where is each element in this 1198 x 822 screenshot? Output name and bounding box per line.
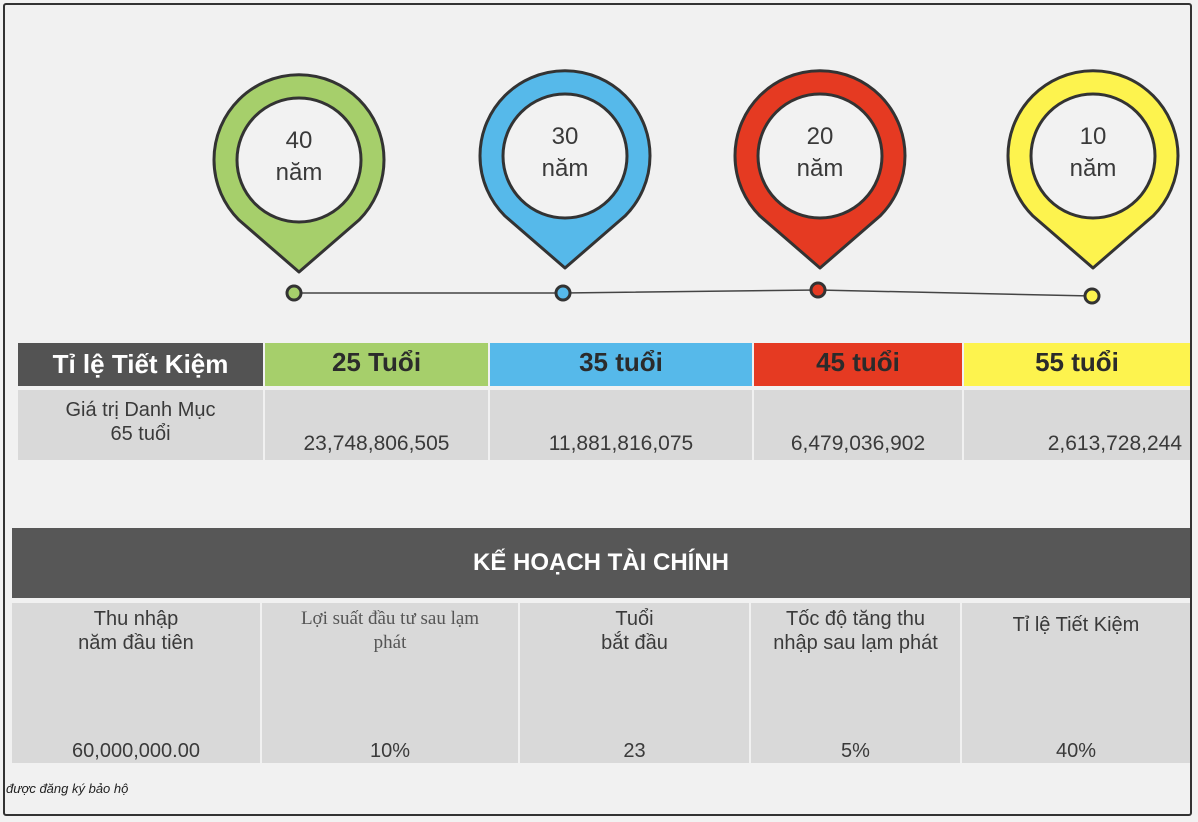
plan-value-return: 10% bbox=[369, 740, 411, 762]
portfolio-value-45: 6,479,036,902 bbox=[754, 390, 962, 460]
plan-col-income: Thu nhập năm đầu tiên 60,000,000.00 bbox=[12, 603, 260, 763]
pin-label-4: 10 năm bbox=[1069, 123, 1117, 182]
age-header-25: 25 Tuổi bbox=[265, 343, 488, 386]
timeline-dot-3 bbox=[809, 281, 827, 299]
savings-header-label: Tỉ lệ Tiết Kiệm bbox=[18, 343, 263, 386]
plan-col-start-age: Tuổi bắt đầu 23 bbox=[520, 603, 749, 763]
plan-value-income: 60,000,000.00 bbox=[72, 740, 200, 762]
age-header-45: 45 tuổi bbox=[754, 343, 962, 386]
portfolio-value-35: 11,881,816,075 bbox=[490, 390, 752, 460]
portfolio-value-25: 23,748,806,505 bbox=[265, 390, 488, 460]
pin-label-3: 20 năm bbox=[796, 123, 844, 182]
pin-inner-circle-4 bbox=[1029, 92, 1157, 220]
age-header-55: 55 tuổi bbox=[964, 343, 1190, 386]
plan-value-income-growth: 5% bbox=[841, 740, 870, 762]
plan-col-savings-rate: Tỉ lệ Tiết Kiệm 40% bbox=[962, 603, 1190, 763]
timeline-dot-4 bbox=[1083, 287, 1101, 305]
plan-col-return: Lợi suất đầu tư sau lạm phát 10% bbox=[262, 603, 518, 763]
pin-label-1: 40 năm bbox=[275, 127, 323, 186]
pin-inner-circle-2 bbox=[501, 92, 629, 220]
pins-graphic bbox=[212, 69, 1180, 305]
plan-title: KẾ HOẠCH TÀI CHÍNH bbox=[12, 528, 1190, 598]
pin-inner-circle-3 bbox=[756, 92, 884, 220]
portfolio-row-label: Giá trị Danh Mục 65 tuổi bbox=[18, 390, 263, 460]
plan-value-start-age: 23 bbox=[623, 740, 646, 762]
plan-col-income-growth: Tốc độ tăng thu nhập sau lạm phát 5% bbox=[751, 603, 960, 763]
timeline-dot-2 bbox=[554, 284, 572, 302]
portfolio-value-55: 2,613,728,244 bbox=[964, 390, 1190, 460]
timeline-dot-1 bbox=[285, 284, 303, 302]
pin-label-2: 30 năm bbox=[541, 123, 589, 182]
pin-inner-circle-1 bbox=[235, 96, 363, 224]
timeline-line bbox=[294, 289, 1093, 297]
footer-note: được đăng ký bảo hộ bbox=[6, 781, 129, 796]
plan-value-savings-rate: 40% bbox=[1055, 740, 1097, 762]
age-header-35: 35 tuổi bbox=[490, 343, 752, 386]
